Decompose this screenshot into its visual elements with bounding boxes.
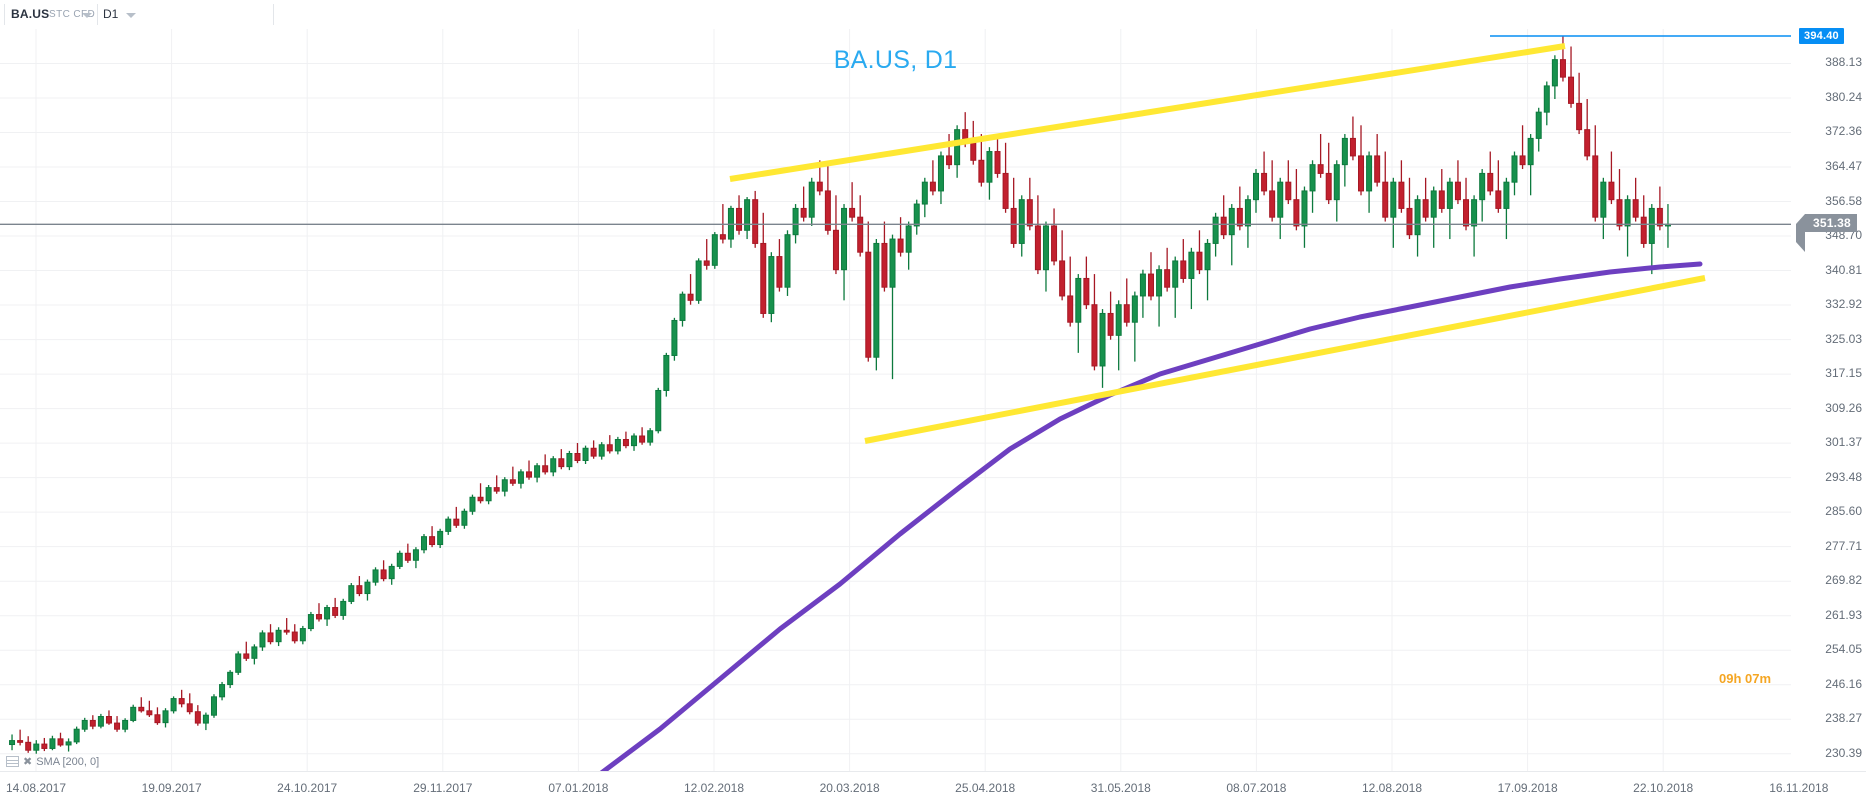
toolbar-divider-right — [273, 4, 274, 25]
date-tick: 25.04.2018 — [955, 781, 1016, 795]
date-tick: 16.11.2018 — [1769, 781, 1829, 795]
price-tick: 380.24 — [1825, 89, 1862, 104]
date-tick: 12.02.2018 — [683, 781, 745, 795]
current-price-badge: 351.38 — [1796, 214, 1857, 253]
candlestick-canvas[interactable] — [0, 29, 1791, 771]
price-tick: 285.60 — [1825, 504, 1862, 519]
toolbar-divider-left — [4, 4, 5, 25]
date-tick: 24.10.2017 — [277, 781, 338, 795]
date-tick: 19.09.2017 — [141, 781, 202, 795]
price-tick: 317.15 — [1825, 366, 1862, 381]
price-tick: 364.47 — [1825, 158, 1862, 173]
venue-label: STC CFD — [49, 9, 96, 20]
symbol-label[interactable]: BA.US — [11, 7, 50, 21]
price-tick: 325.03 — [1825, 331, 1862, 346]
indicator-legend-label: SMA [200, 0] — [36, 755, 100, 768]
price-axis[interactable]: 388.13 380.24 372.36 364.47 356.58 348.70 340.… — [1719, 0, 1866, 771]
date-tick: 07.01.2018 — [548, 781, 609, 795]
date-tick: 17.09.2018 — [1497, 781, 1558, 795]
candlestick-series — [9, 36, 1671, 754]
price-tick: 340.81 — [1825, 262, 1862, 277]
price-tick: 277.71 — [1825, 538, 1862, 553]
high-price-badge: 394.40 — [1799, 28, 1844, 44]
price-tick: 356.58 — [1825, 193, 1862, 208]
date-tick: 08.07.2018 — [1226, 781, 1287, 795]
top-toolbar: BA.US STC CFD D1 — [0, 0, 1866, 29]
time-axis[interactable]: 14.08.2017 19.09.2017 24.10.2017 29.11.2017… — [0, 771, 1866, 807]
date-tick: 29.11.2017 — [413, 781, 473, 795]
price-tick: 230.39 — [1825, 745, 1862, 760]
date-tick: 12.08.2018 — [1361, 781, 1423, 795]
price-tick: 332.92 — [1825, 297, 1862, 312]
close-icon[interactable]: ✖ — [23, 756, 33, 768]
date-tick: 22.10.2018 — [1633, 781, 1694, 795]
price-tick: 388.13 — [1825, 55, 1862, 70]
price-tick: 309.26 — [1825, 400, 1862, 415]
bar-countdown-timer: 09h 07m — [1719, 671, 1771, 686]
price-tick: 269.82 — [1825, 573, 1862, 588]
price-tick: 301.37 — [1825, 435, 1862, 450]
date-tick: 14.08.2017 — [5, 781, 67, 795]
countdown-minutes: 07m — [1745, 671, 1772, 686]
price-tick: 372.36 — [1825, 124, 1862, 139]
price-tick: 246.16 — [1825, 676, 1862, 691]
toolbar-divider-mid — [97, 4, 98, 25]
trendline-annotations[interactable] — [729, 43, 1706, 444]
price-tick: 254.05 — [1825, 642, 1862, 657]
horizontal-gridlines — [0, 62, 1791, 755]
price-tick: 293.48 — [1825, 469, 1862, 484]
indicator-legend[interactable]: ✖ SMA [200, 0] — [6, 755, 99, 768]
vertical-gridlines — [35, 29, 1664, 771]
list-icon — [6, 756, 19, 767]
price-tick: 238.27 — [1825, 711, 1862, 726]
date-tick: 20.03.2018 — [819, 781, 880, 795]
chart-plot-area[interactable]: BA.US, D1 ✖ SMA [200, 0] — [0, 29, 1791, 771]
chevron-down-icon-symbol[interactable] — [82, 13, 92, 18]
chevron-down-icon-timeframe[interactable] — [126, 13, 136, 18]
date-tick: 31.05.2018 — [1090, 781, 1151, 795]
countdown-hours: 09h — [1719, 671, 1742, 686]
price-level-lines — [0, 35, 1791, 225]
sma-indicator-line — [599, 261, 1703, 771]
price-tick: 261.93 — [1825, 607, 1862, 622]
timeframe-label[interactable]: D1 — [103, 7, 119, 21]
